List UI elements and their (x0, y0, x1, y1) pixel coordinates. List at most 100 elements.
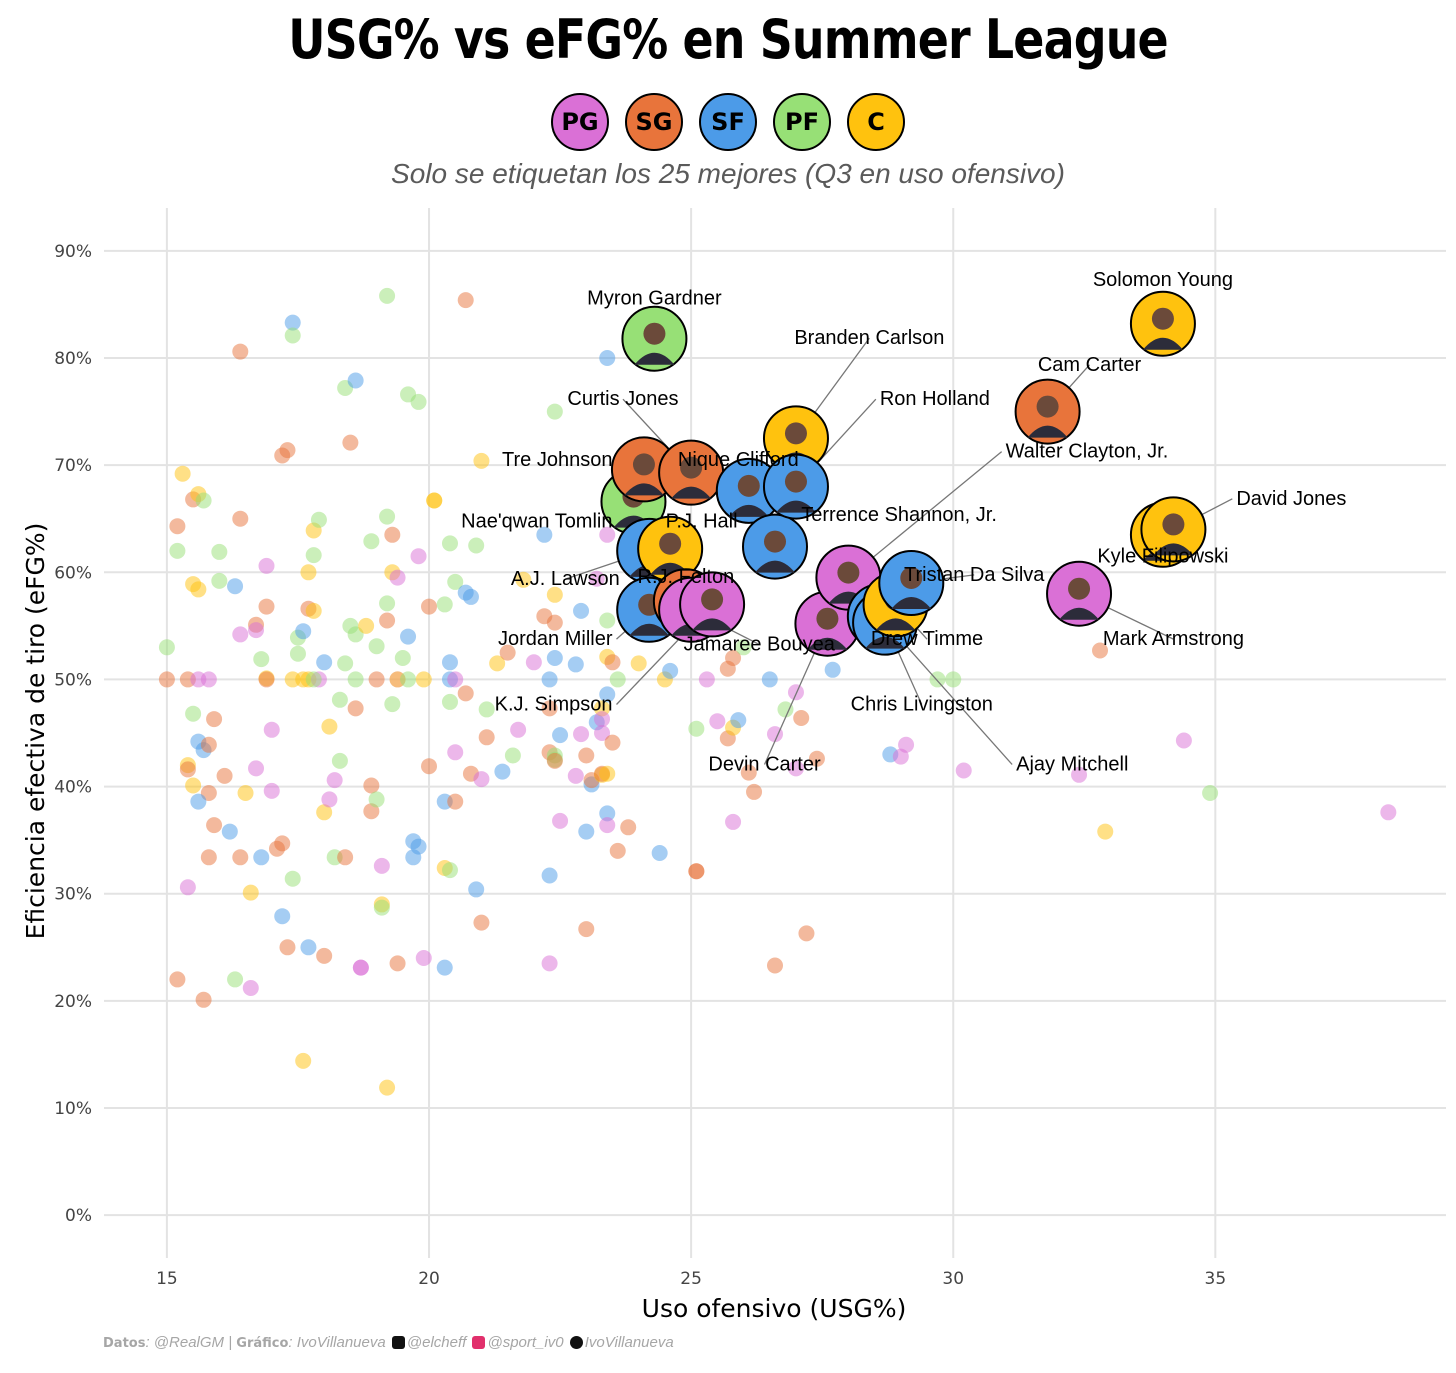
player-point (232, 626, 249, 643)
player-point (227, 971, 244, 988)
player-point (473, 914, 490, 931)
player-label: Tre Johnson (502, 449, 612, 471)
legend-sg-badge: SG (625, 93, 683, 151)
headshot-head (764, 530, 786, 553)
player-point (232, 849, 249, 866)
player-point (305, 602, 322, 619)
player-point (688, 720, 705, 737)
headshot-shoulders (728, 504, 769, 517)
player-point (284, 314, 301, 331)
player-point (478, 729, 495, 746)
player-point (787, 684, 804, 701)
player-point (331, 691, 348, 708)
headshot-head (643, 322, 666, 345)
player-point (599, 350, 616, 366)
player-point (468, 881, 485, 898)
player-point (1202, 785, 1219, 801)
player-point (546, 614, 563, 631)
player-point (1097, 823, 1114, 840)
player-label: K.J. Simpson (495, 694, 613, 716)
player-point (709, 713, 726, 730)
caption-instagram: @sport_iv0 (487, 1334, 564, 1351)
github-icon (569, 1336, 583, 1349)
player-point (594, 711, 611, 728)
player-point (578, 747, 595, 764)
player-point (347, 671, 364, 688)
player-headshot-marker (878, 550, 945, 616)
y-tick-label: 0% (65, 1206, 92, 1226)
player-point (415, 671, 432, 688)
player-point (510, 721, 527, 738)
player-label: Branden Carlson (794, 327, 944, 349)
player-point (546, 650, 563, 666)
caption-graphic-label: Gráfico (236, 1336, 289, 1351)
featured-player-markers (600, 290, 1207, 657)
player-point (384, 696, 401, 713)
player-headshot-marker (715, 457, 782, 524)
player-label: Cam Carter (1038, 354, 1142, 376)
player-point (436, 596, 453, 613)
y-tick-label: 10% (54, 1099, 92, 1119)
player-point (368, 791, 385, 808)
player-point (389, 955, 406, 972)
x-tick-label: 15 (156, 1269, 178, 1289)
player-point (436, 959, 453, 976)
player-point (232, 343, 249, 360)
player-point (1175, 732, 1192, 749)
player-point (179, 879, 196, 896)
headshot-head (1162, 513, 1185, 536)
player-point (447, 573, 464, 590)
player-point (289, 645, 306, 662)
caption-graphic-value: : IvoVillanueva (288, 1334, 386, 1351)
position-legend: PG SG SF PF C (0, 93, 1456, 151)
player-point (368, 638, 385, 655)
player-point (337, 849, 354, 866)
player-point (258, 671, 275, 688)
player-point (405, 849, 422, 866)
player-point (321, 718, 338, 735)
player-point (499, 644, 516, 661)
headshot-head (816, 607, 839, 630)
player-point (379, 612, 396, 629)
player-point (410, 393, 427, 410)
player-point (326, 772, 343, 789)
player-point (373, 899, 390, 916)
headshot-head (737, 474, 760, 497)
player-point (787, 760, 804, 777)
headshot-head (784, 422, 807, 445)
player-point (504, 747, 521, 764)
player-point (363, 777, 380, 794)
player-point (232, 510, 249, 527)
player-point (295, 1052, 312, 1069)
headshot-shoulders (865, 636, 906, 649)
player-point (651, 845, 668, 861)
player-label: Mark Armstrong (1103, 628, 1244, 650)
player-point (599, 612, 616, 629)
player-point (279, 442, 296, 459)
player-point (321, 791, 338, 808)
headshot-shoulders (692, 618, 733, 631)
player-label: Ron Holland (880, 388, 990, 410)
legend-sf-badge: SF (699, 93, 757, 151)
player-point (190, 793, 207, 810)
player-label: Drew Timme (871, 628, 983, 650)
player-point (546, 586, 563, 603)
x-tick-label: 35 (1205, 1269, 1227, 1289)
x-tick-label: 20 (418, 1269, 440, 1289)
player-point (573, 602, 590, 619)
player-label: David Jones (1236, 488, 1346, 510)
leader-line (847, 451, 1003, 579)
player-point (253, 651, 270, 668)
player-point (546, 403, 563, 420)
player-point (295, 623, 312, 640)
headshot-shoulders (1142, 337, 1183, 350)
y-axis-title: Eficiencia efectiva de tiro (eFG%) (21, 523, 50, 940)
y-tick-label: 50% (54, 670, 92, 690)
separator: | (228, 1334, 237, 1351)
player-point (1071, 766, 1088, 783)
background-points (158, 287, 1397, 1096)
player-label: Curtis Jones (567, 388, 678, 410)
player-headshot-marker (1014, 378, 1081, 445)
player-point (179, 761, 196, 778)
headshot-shoulders (1059, 607, 1100, 620)
